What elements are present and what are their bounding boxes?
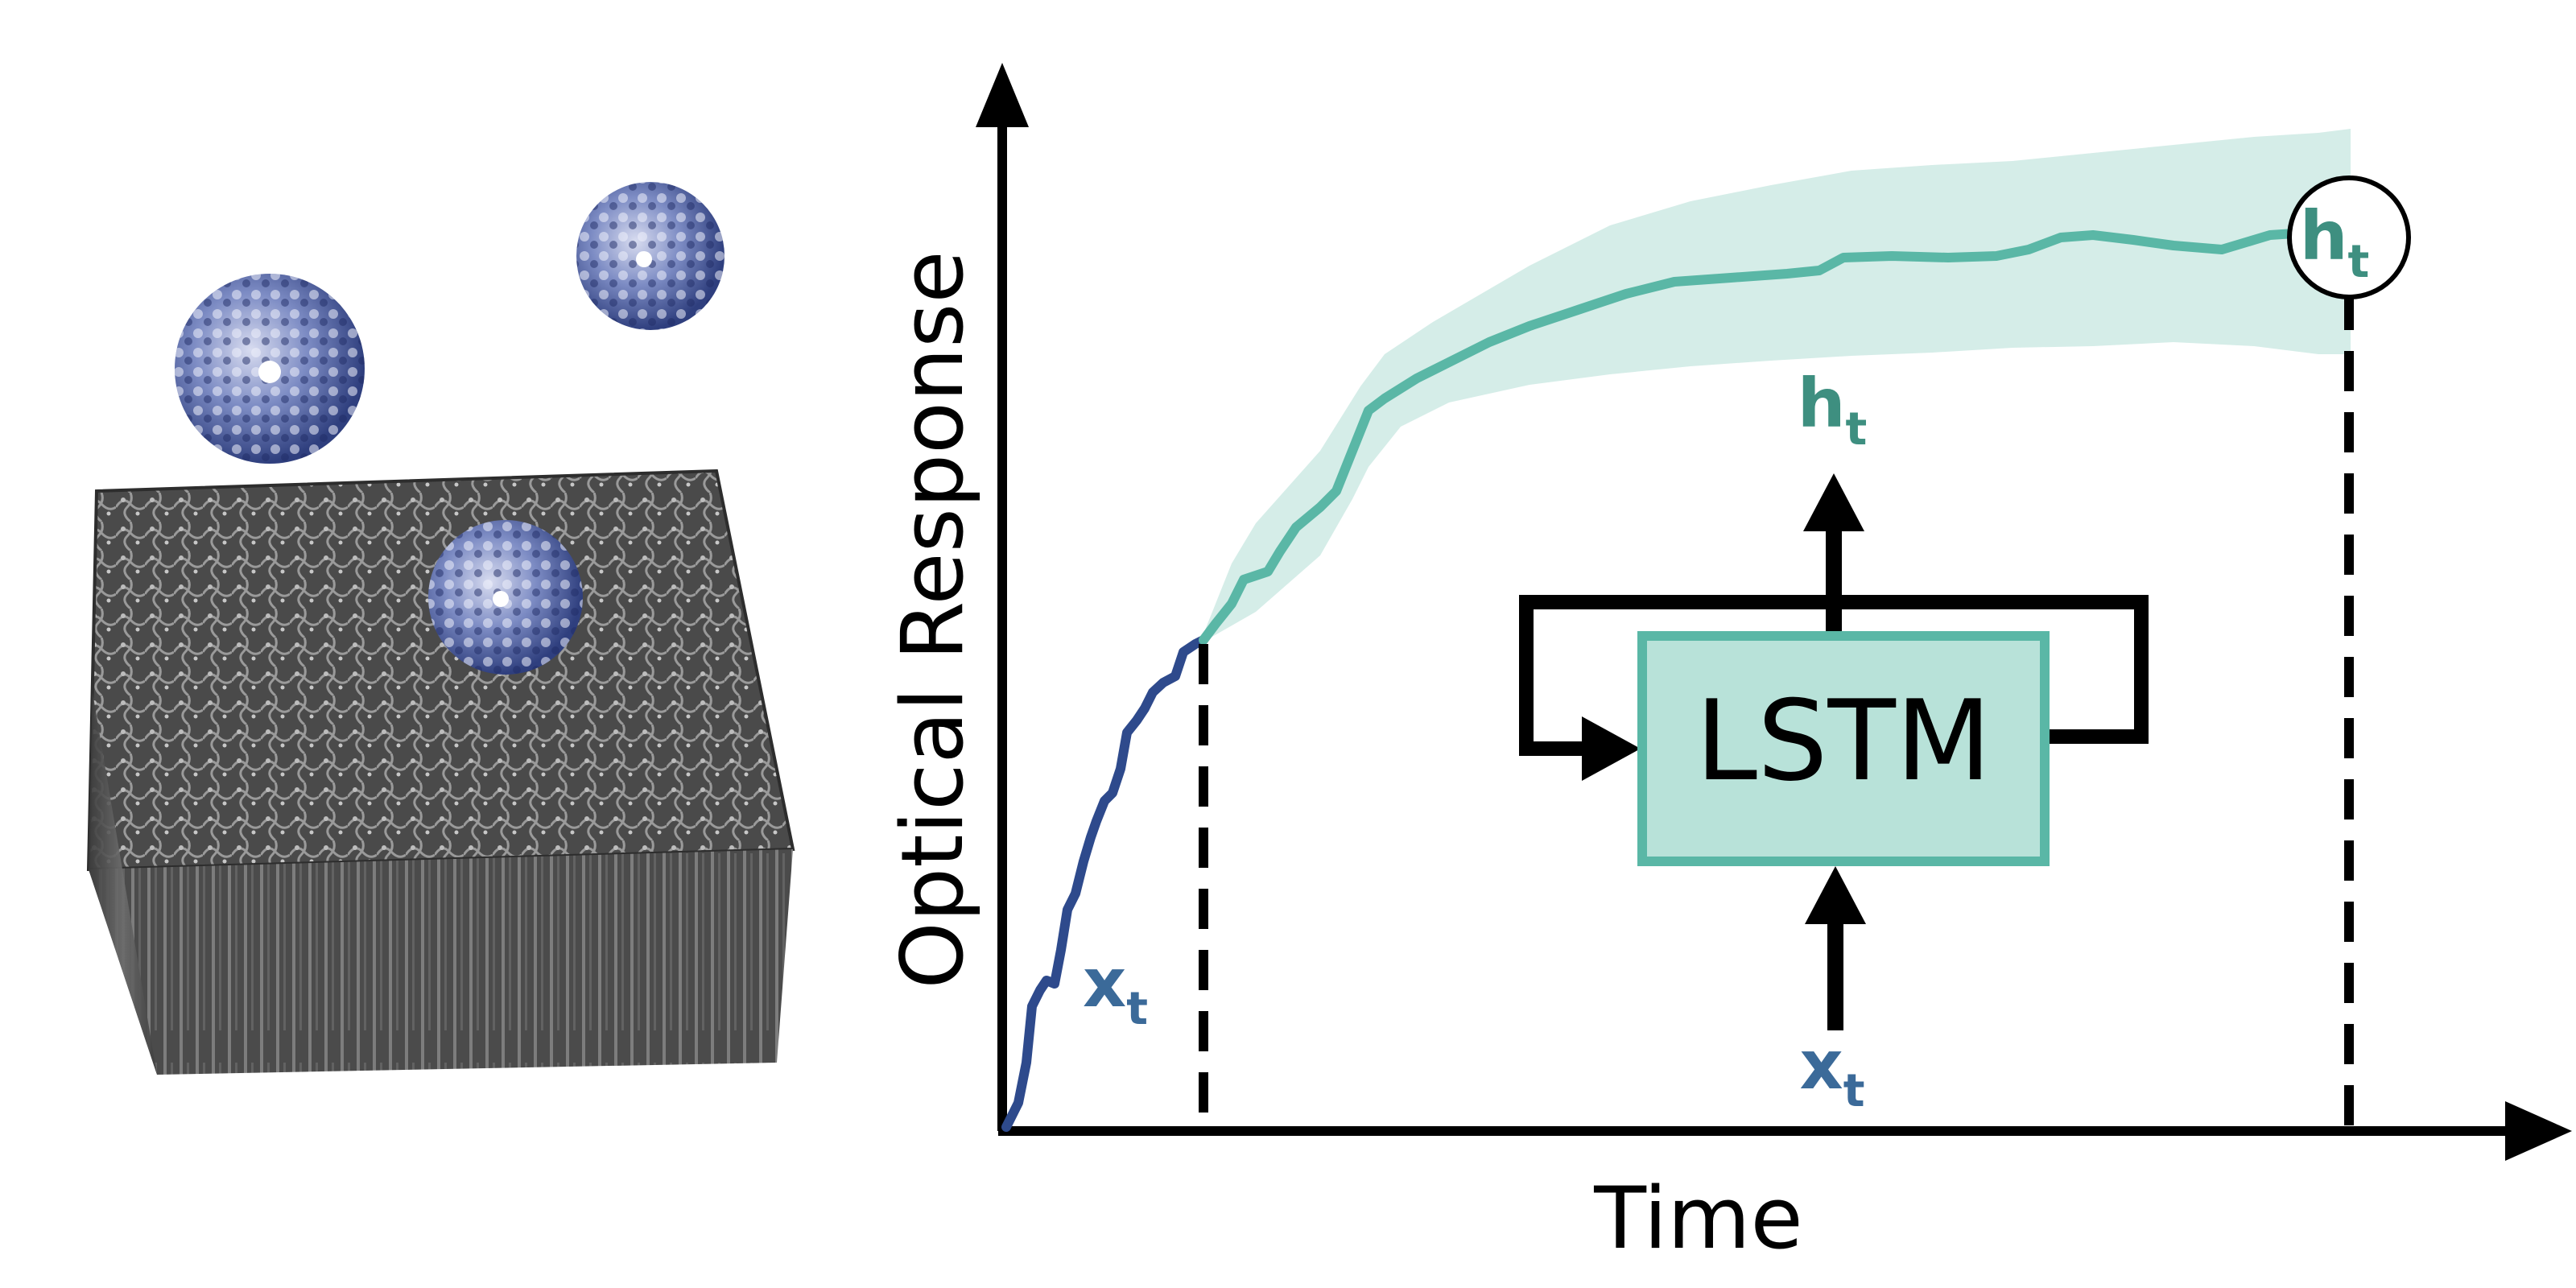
lstm-output-subscript: t bbox=[1846, 403, 1868, 456]
predicted-output-marker: ht bbox=[2287, 175, 2411, 299]
loop-arrow-icon bbox=[1582, 716, 1641, 781]
output-arrow-icon bbox=[1803, 473, 1864, 531]
output-uncertainty-band bbox=[1199, 129, 2351, 644]
porous-sensor-surface-icon bbox=[86, 469, 795, 1075]
x-axis-label: Time bbox=[1593, 1169, 1802, 1268]
input-curve-subscript: t bbox=[1126, 983, 1148, 1035]
protein-molecule-icon bbox=[175, 274, 365, 464]
lstm-cell: LSTM bbox=[1519, 473, 2149, 1030]
svg-text:xt: xt bbox=[1083, 943, 1148, 1035]
svg-text:ht: ht bbox=[2300, 196, 2370, 288]
x-axis-arrow-icon bbox=[2505, 1101, 2572, 1161]
svg-text:ht: ht bbox=[1798, 364, 1868, 456]
y-axis-label: Optical Response bbox=[883, 250, 982, 989]
output-curve bbox=[1199, 229, 2299, 645]
input-curve-label: x bbox=[1083, 943, 1126, 1022]
protein-molecule-icon bbox=[576, 182, 724, 330]
x-axis bbox=[998, 1101, 2572, 1161]
lstm-box bbox=[1637, 631, 2050, 866]
h-circle-label: h bbox=[2300, 196, 2348, 275]
lstm-input-label: x bbox=[1800, 1026, 1843, 1104]
y-axis bbox=[976, 63, 1029, 1131]
lstm-label: LSTM bbox=[1695, 676, 1992, 806]
y-axis-arrow-icon bbox=[976, 63, 1029, 127]
h-circle-subscript: t bbox=[2348, 236, 2370, 288]
input-curve bbox=[1001, 635, 1208, 1132]
protein-molecule-icon bbox=[428, 520, 583, 675]
input-arrow-icon bbox=[1805, 866, 1866, 924]
lstm-output-label: h bbox=[1798, 364, 1846, 443]
lstm-input-subscript: t bbox=[1843, 1065, 1865, 1117]
svg-text:xt: xt bbox=[1800, 1026, 1865, 1117]
